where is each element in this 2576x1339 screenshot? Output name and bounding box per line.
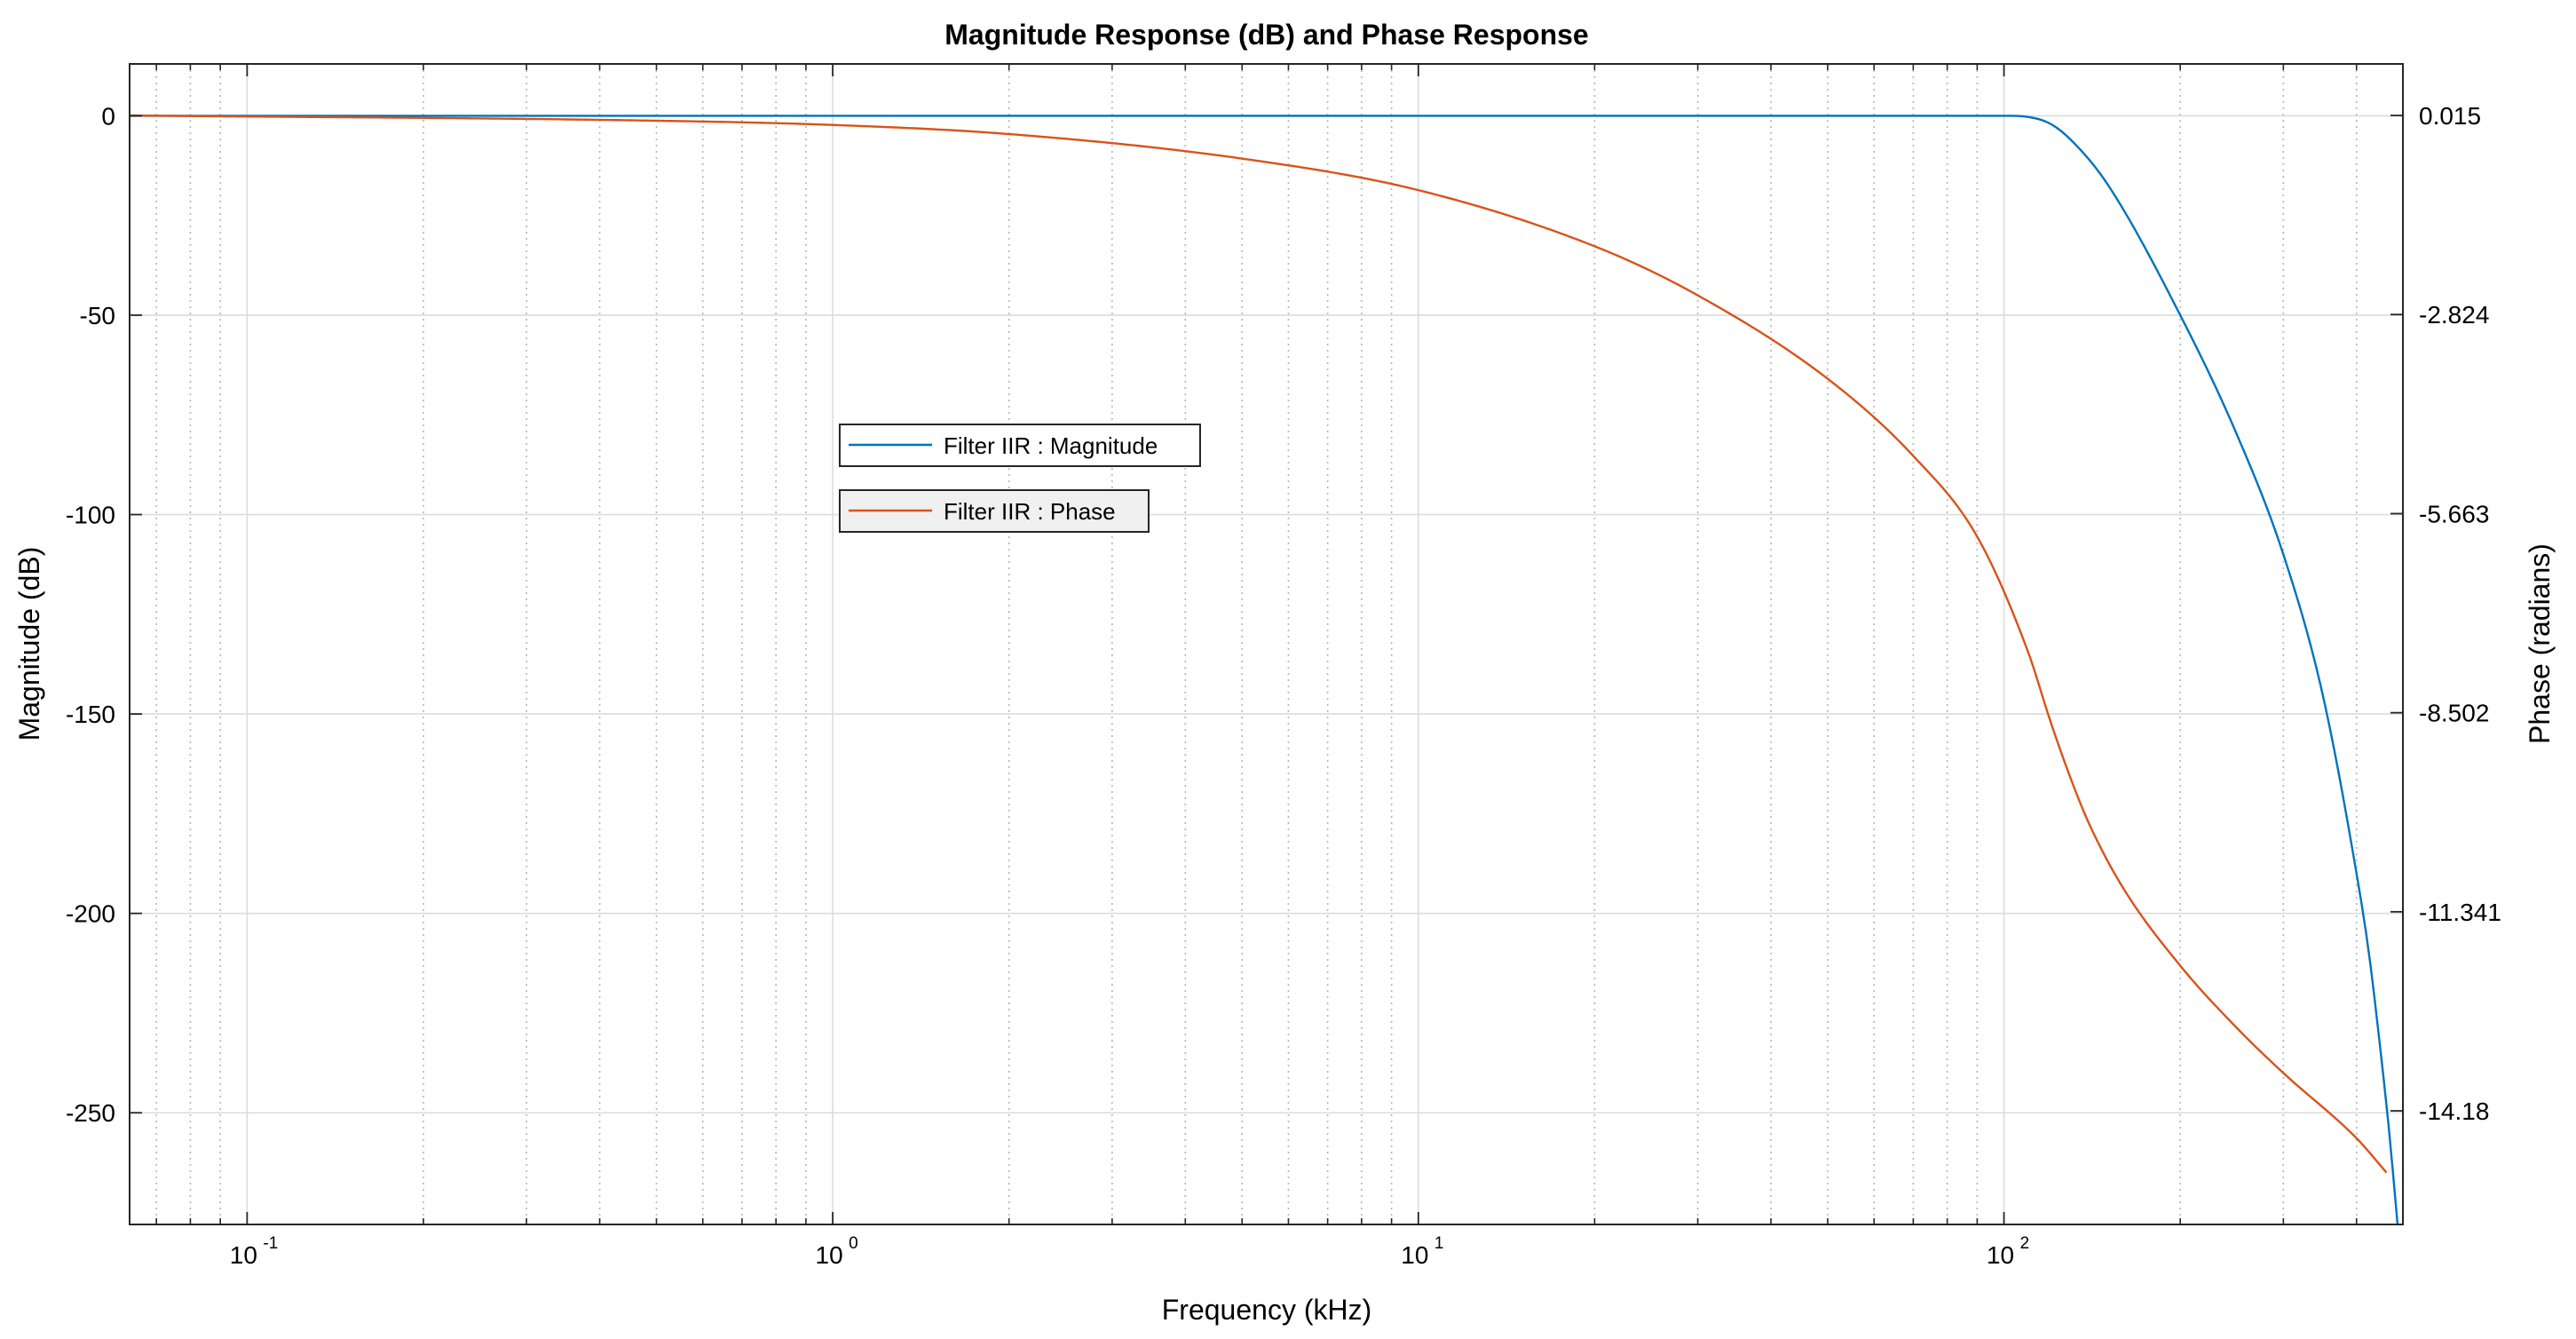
legend-label-phase: Filter IIR : Phase: [944, 498, 1116, 525]
y-right-tick-label: -14.18: [2419, 1097, 2489, 1125]
x-tick-exponent: -1: [263, 1234, 278, 1253]
plot-area: [130, 64, 2403, 1224]
y-right-tick-label: 0.015: [2419, 102, 2481, 130]
x-tick-label: 10: [1987, 1241, 2014, 1269]
y-left-tick-label: -100: [66, 502, 115, 529]
y-right-tick-label: -11.341: [2419, 899, 2501, 926]
x-tick-exponent: 2: [2020, 1234, 2030, 1253]
legend-label-magnitude: Filter IIR : Magnitude: [944, 432, 1158, 459]
tick-marks: [130, 64, 2403, 1224]
x-tick-exponent: 1: [1434, 1234, 1444, 1253]
y-right-tick-label: -5.663: [2419, 500, 2489, 527]
legend-phase[interactable]: Filter IIR : Phase: [839, 489, 1150, 533]
y-left-tick-label: 0: [101, 102, 115, 130]
y-left-tick-label: -200: [66, 900, 115, 928]
y-left-tick-label: -150: [66, 701, 115, 728]
legend-magnitude[interactable]: Filter IIR : Magnitude: [839, 424, 1201, 467]
y-left-tick-label: -250: [66, 1099, 115, 1127]
series-layer: [129, 114, 2399, 1225]
plot-frame: [129, 63, 2404, 1225]
y-axis-right-label: Phase (radians): [2524, 543, 2556, 744]
y-left-tick-label: -50: [80, 302, 115, 329]
x-tick-label: 10: [230, 1241, 257, 1269]
magnitude-line: [130, 115, 2399, 1225]
y-axis-left-label: Magnitude (dB): [13, 547, 45, 741]
tick-labels: 10 -1 10 0 10 1 10 2 0 -50 -100 -150 -200 -250 0.015 -2…: [66, 102, 2501, 1269]
y-right-tick-label: -2.824: [2419, 301, 2489, 329]
phase-line: [129, 114, 2388, 1174]
x-axis-label: Frequency (kHz): [1162, 1294, 1372, 1326]
x-tick-exponent: 0: [849, 1234, 858, 1253]
x-tick-label: 10: [1401, 1241, 1428, 1269]
x-tick-label: 10: [816, 1241, 843, 1269]
y-right-tick-label: -8.502: [2419, 700, 2489, 727]
chart-title: Magnitude Response (dB) and Phase Respon…: [944, 19, 1588, 51]
